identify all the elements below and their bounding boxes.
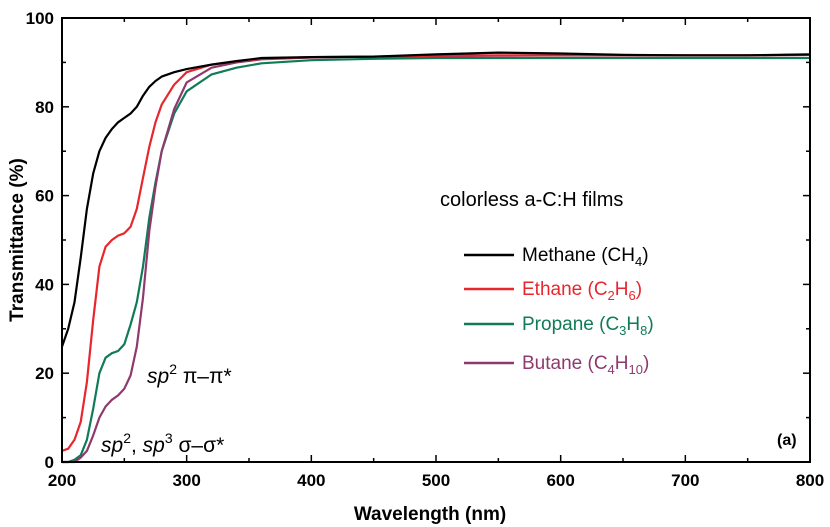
legend-text-part: Butane (C: [522, 353, 608, 374]
legend-subscript: 4: [635, 254, 642, 269]
annotation-sigma-base: sp: [101, 434, 123, 457]
legend-text-part: ): [647, 314, 653, 335]
legend-text-part: Propane (C: [522, 314, 619, 335]
y-tick-label: 60: [35, 187, 54, 206]
legend-subscript: 8: [640, 323, 647, 338]
annotation-pi-pi-sup: 2: [169, 361, 177, 377]
series-line-propane: [62, 56, 810, 464]
x-tick-label: 300: [172, 471, 200, 490]
x-tick-label: 700: [671, 471, 699, 490]
annotation-sigma-rest: σ–σ*: [173, 434, 225, 457]
y-tick-label: 100: [26, 9, 54, 28]
plot-frame: [61, 17, 811, 463]
x-tick-label: 600: [546, 471, 574, 490]
legend-subscript: 10: [629, 362, 643, 377]
annotation-sigma-sup: 2: [123, 430, 131, 446]
legend-subscript: 2: [608, 288, 615, 303]
legend-title: colorless a-C:H films: [440, 189, 623, 211]
legend-label-methane: Methane (CH4): [522, 245, 649, 269]
legend-subscript: 4: [608, 362, 615, 377]
x-tick-label: 400: [297, 471, 325, 490]
legend-text-part: ): [636, 279, 642, 300]
legend-text-part: Methane (CH: [522, 245, 635, 266]
legend: Methane (CH4)Ethane (C2H6)Propane (C3H8)…: [464, 245, 654, 377]
panel-label: (a): [777, 432, 797, 449]
y-tick-label: 40: [35, 275, 54, 294]
legend-label-propane: Propane (C3H8): [522, 314, 654, 338]
y-tick-label: 20: [35, 364, 54, 383]
y-tick-label: 0: [45, 453, 54, 472]
legend-label-ethane: Ethane (C2H6): [522, 279, 642, 303]
legend-text-part: ): [642, 245, 648, 266]
annotation-pi-pi-base: sp: [147, 365, 169, 388]
ticks-layer: 200 300 400 500 600 700 800 0 20 40 60 80 100: [26, 9, 825, 490]
y-tick-label: 80: [35, 98, 54, 117]
annotation-pi-pi: sp2 π–π*: [147, 361, 232, 388]
x-tick-label: 200: [48, 471, 76, 490]
series-layer: [60, 51, 811, 464]
annotation-pi-pi-rest: π–π*: [177, 365, 232, 388]
legend-text-part: H: [626, 314, 640, 335]
annotation-sigma-mid: ,: [131, 434, 143, 457]
x-tick-label: 500: [422, 471, 450, 490]
annotation-sigma-sigma: sp2, sp3 σ–σ*: [101, 430, 224, 457]
legend-subscript: 3: [619, 323, 626, 338]
annotation-sigma-sup2: 3: [165, 430, 173, 446]
legend-text-part: Ethane (C: [522, 279, 608, 300]
legend-label-butane: Butane (C4H10): [522, 353, 649, 377]
annotation-sigma-base2: sp: [143, 434, 165, 457]
legend-text-part: H: [615, 279, 629, 300]
legend-text-part: ): [643, 353, 649, 374]
y-axis-title: Transmittance (%): [7, 158, 28, 322]
legend-subscript: 6: [629, 288, 636, 303]
x-tick-label: 800: [796, 471, 824, 490]
legend-text-part: H: [615, 353, 629, 374]
x-axis-title: Wavelength (nm): [354, 504, 506, 525]
series-line-ethane: [61, 53, 811, 452]
series-line-methane: [60, 51, 811, 347]
